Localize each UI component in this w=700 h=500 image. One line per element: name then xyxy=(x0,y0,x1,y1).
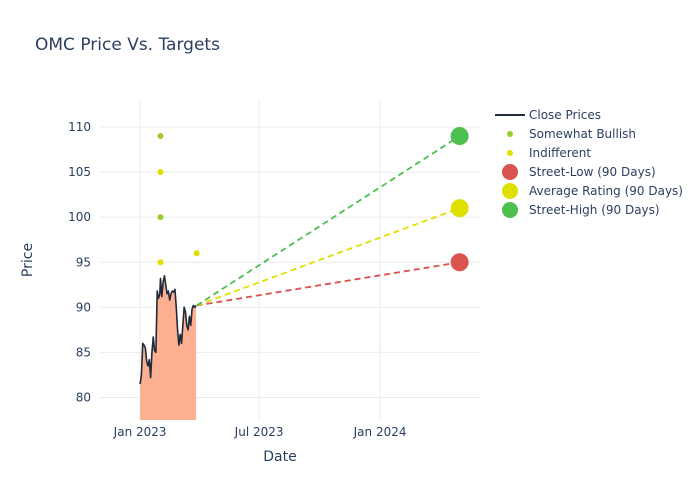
legend-item[interactable]: Somewhat Bullish xyxy=(507,127,636,141)
legend-item[interactable]: Street-Low (90 Days) xyxy=(502,164,656,180)
y-tick-label: 90 xyxy=(76,300,91,314)
x-axis-title: Date xyxy=(263,449,296,465)
close-price-area xyxy=(140,275,196,420)
legend-label: Average Rating (90 Days) xyxy=(529,184,683,198)
legend-marker-swatch xyxy=(502,183,518,199)
y-tick-label: 110 xyxy=(68,120,91,134)
legend-label: Street-High (90 Days) xyxy=(529,203,660,217)
legend-dot-swatch xyxy=(507,150,513,156)
x-tick-label: Jan 2023 xyxy=(113,425,167,439)
y-tick-label: 80 xyxy=(76,390,91,404)
y-tick-label: 105 xyxy=(68,165,91,179)
indifferent-point xyxy=(157,259,164,266)
chart-title: OMC Price Vs. Targets xyxy=(35,35,220,55)
plot-area xyxy=(139,127,469,420)
indifferent-point xyxy=(157,169,164,176)
legend-label: Close Prices xyxy=(529,108,601,122)
axes: 80 85 90 95 100 105 110 Jan 2023 Jul 2023 Jan 202… xyxy=(68,120,406,439)
y-axis-title: Price xyxy=(20,243,36,277)
somewhat-bullish-point xyxy=(157,133,164,140)
legend-marker-swatch xyxy=(502,164,518,180)
legend-label: Street-Low (90 Days) xyxy=(529,165,656,179)
legend-item[interactable]: Indifferent xyxy=(507,146,591,160)
x-tick-label: Jul 2023 xyxy=(234,425,284,439)
y-tick-label: 100 xyxy=(68,210,91,224)
close-price-line xyxy=(139,274,197,385)
y-tick-label: 95 xyxy=(76,255,91,269)
target-marker xyxy=(450,127,469,146)
legend-marker-swatch xyxy=(502,202,518,218)
target-trend-line xyxy=(196,261,460,307)
legend-label: Indifferent xyxy=(529,146,591,160)
target-marker xyxy=(450,199,469,218)
indifferent-point xyxy=(193,250,200,257)
legend-item[interactable]: Street-High (90 Days) xyxy=(502,202,660,218)
target-trend-line xyxy=(196,135,461,307)
legend[interactable]: Close Prices Somewhat Bullish Indifferent S… xyxy=(495,108,683,218)
legend-label: Somewhat Bullish xyxy=(529,127,636,141)
legend-item[interactable]: Close Prices xyxy=(495,108,601,122)
legend-item[interactable]: Average Rating (90 Days) xyxy=(502,183,683,199)
y-tick-label: 85 xyxy=(76,345,91,359)
target-trend-line xyxy=(196,207,460,307)
legend-dot-swatch xyxy=(507,131,513,137)
target-marker xyxy=(450,253,469,272)
somewhat-bullish-point xyxy=(157,214,164,221)
x-tick-label: Jan 2024 xyxy=(353,425,407,439)
